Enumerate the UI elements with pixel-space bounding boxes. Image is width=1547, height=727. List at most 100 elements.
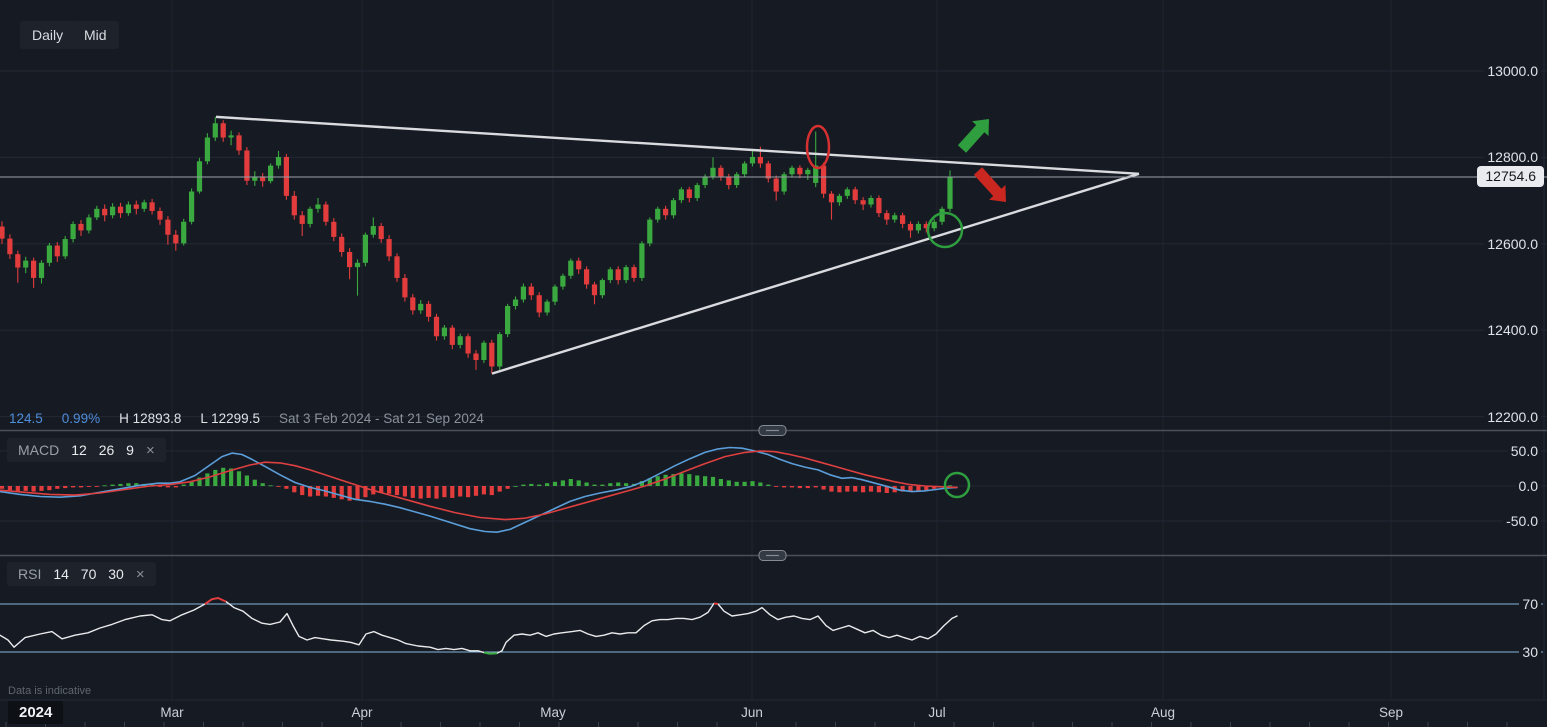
rsi-name: RSI bbox=[18, 566, 42, 582]
candle-body bbox=[165, 219, 171, 235]
macd-signal-cross-circle[interactable] bbox=[943, 471, 971, 499]
candle-body bbox=[536, 295, 542, 313]
change-percent: 0.99% bbox=[61, 411, 101, 426]
candle-body bbox=[939, 208, 945, 222]
candle-body bbox=[876, 198, 882, 214]
macd-histogram-bar bbox=[23, 486, 28, 491]
macd-histogram-bar bbox=[276, 486, 281, 487]
candle-body bbox=[544, 301, 550, 313]
macd-histogram-bar bbox=[110, 484, 115, 486]
bearish-scenario-arrow[interactable] bbox=[973, 167, 1006, 202]
macd-histogram-bar bbox=[695, 475, 700, 486]
macd-histogram-bar bbox=[292, 486, 297, 493]
month-label: Apr bbox=[351, 705, 373, 720]
macd-histogram-bar bbox=[718, 479, 723, 486]
candle-body bbox=[125, 204, 131, 214]
candle-body bbox=[141, 202, 147, 209]
candle-body bbox=[726, 176, 732, 186]
candle-body bbox=[212, 123, 218, 138]
candle-body bbox=[947, 177, 953, 209]
candle-body bbox=[0, 226, 5, 239]
candle-body bbox=[133, 204, 139, 209]
candle-body bbox=[347, 252, 353, 268]
macd-histogram-bar bbox=[434, 486, 439, 499]
macd-close-icon[interactable]: × bbox=[145, 441, 155, 459]
candle-body bbox=[173, 234, 179, 244]
candle-body bbox=[915, 223, 921, 231]
macd-histogram-bar bbox=[86, 486, 91, 487]
date-range: Sat 3 Feb 2024 - Sat 21 Sep 2024 bbox=[278, 411, 484, 426]
candle-body bbox=[362, 234, 368, 263]
candle-body bbox=[528, 286, 534, 296]
month-label: Jun bbox=[741, 705, 763, 720]
candle-body bbox=[86, 217, 92, 231]
macd-histogram-bar bbox=[750, 481, 755, 486]
candle-body bbox=[433, 316, 440, 337]
candle-body bbox=[94, 208, 100, 218]
candle-body bbox=[765, 163, 771, 179]
macd-histogram-bar bbox=[829, 486, 834, 492]
candle-body bbox=[552, 286, 558, 302]
macd-histogram-bar bbox=[221, 467, 226, 486]
candle-body bbox=[378, 226, 384, 240]
macd-histogram-bar bbox=[78, 486, 84, 488]
candle-body bbox=[465, 336, 471, 354]
macd-histogram-bar bbox=[853, 486, 858, 492]
year-label[interactable]: 2024 bbox=[8, 701, 64, 724]
candle-body bbox=[418, 303, 424, 311]
macd-histogram-bar bbox=[315, 486, 321, 496]
candle-body bbox=[520, 286, 526, 300]
macd-histogram-bar bbox=[410, 486, 415, 498]
macd-histogram-bar bbox=[165, 486, 170, 488]
macd-histogram-bar bbox=[102, 485, 107, 487]
bullish-scenario-arrow[interactable] bbox=[957, 119, 989, 153]
macd-histogram-bar bbox=[157, 486, 163, 487]
candle-body bbox=[686, 189, 692, 199]
candle-body bbox=[354, 262, 361, 268]
rsi-colored-segment bbox=[713, 602, 719, 605]
support-touch-circle[interactable] bbox=[926, 211, 964, 249]
candle-body bbox=[102, 208, 108, 216]
candle-body bbox=[78, 223, 84, 231]
macd-histogram-bar bbox=[537, 484, 542, 486]
macd-histogram-bar bbox=[173, 486, 178, 488]
lower-trendline[interactable] bbox=[491, 172, 1140, 375]
macd-histogram-bar bbox=[600, 484, 605, 486]
rsi-close-icon[interactable]: × bbox=[135, 565, 145, 583]
candle-body bbox=[7, 238, 13, 255]
upper-trendline[interactable] bbox=[215, 115, 1140, 176]
candle-body bbox=[923, 223, 929, 229]
macd-histogram-bar bbox=[339, 486, 344, 500]
candle-body bbox=[54, 245, 60, 257]
candle-body bbox=[473, 353, 479, 361]
price-source-mid-button[interactable]: Mid bbox=[72, 21, 119, 49]
macd-histogram-bar bbox=[402, 486, 407, 497]
macd-histogram-bar bbox=[521, 484, 526, 486]
candle-body bbox=[584, 269, 590, 285]
macd-histogram-bar bbox=[300, 486, 305, 496]
rsi-colored-segment bbox=[211, 597, 219, 601]
candle-body bbox=[655, 208, 661, 220]
macd-histogram-bar bbox=[568, 479, 573, 486]
candle-body bbox=[220, 123, 226, 138]
breakout-attempt-ellipse[interactable] bbox=[805, 124, 831, 170]
macd-histogram-bar bbox=[924, 486, 929, 491]
month-label: Aug bbox=[1150, 705, 1176, 720]
footnote: Data is indicative bbox=[8, 685, 92, 697]
macd-histogram-bar bbox=[63, 486, 68, 489]
macd-line bbox=[0, 446, 958, 534]
candle-body bbox=[291, 195, 297, 216]
candle-body bbox=[560, 275, 566, 287]
candle-body bbox=[457, 336, 463, 345]
macd-histogram-bar bbox=[236, 471, 242, 486]
macd-histogram-bar bbox=[450, 486, 455, 498]
macd-histogram-bar bbox=[260, 483, 265, 486]
candle-body bbox=[331, 221, 337, 237]
candle-body bbox=[275, 156, 282, 166]
macd-histogram-bar bbox=[418, 486, 423, 499]
macd-histogram-bar bbox=[55, 486, 60, 489]
timeframe-daily-button[interactable]: Daily bbox=[20, 21, 76, 49]
macd-histogram-bar bbox=[126, 483, 131, 486]
rsi-axis-tick: 30 bbox=[1519, 642, 1541, 662]
candle-body bbox=[339, 236, 345, 253]
